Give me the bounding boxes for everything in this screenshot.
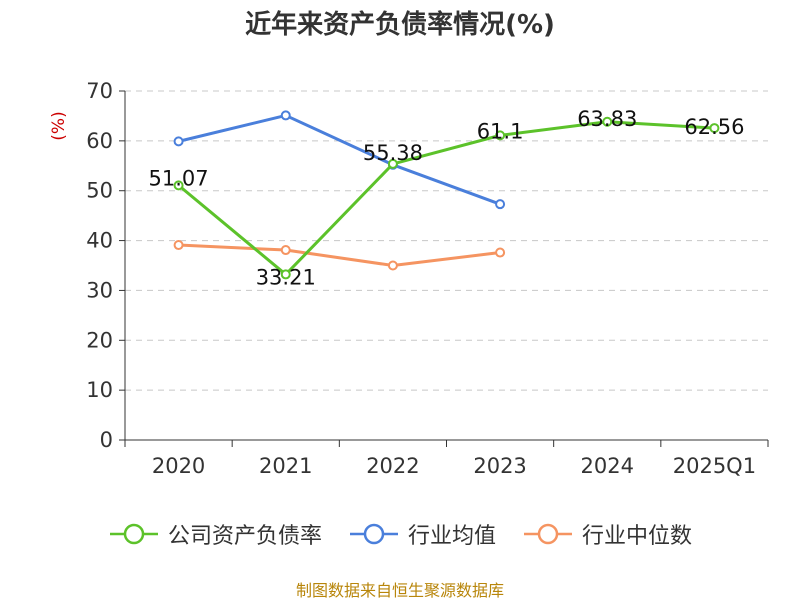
legend-label: 行业中位数	[582, 524, 693, 549]
data-point	[173, 240, 184, 251]
y-tick-label: 40	[86, 229, 113, 253]
data-label: 62.56	[684, 115, 744, 139]
y-axis-unit: (%)	[49, 111, 69, 140]
data-point	[173, 136, 184, 147]
data-point	[173, 180, 184, 191]
data-point	[495, 247, 506, 258]
x-tick-label: 2024	[581, 454, 634, 478]
x-tick-label: 2023	[473, 454, 526, 478]
data-point	[709, 123, 720, 134]
legend-swatch	[109, 523, 158, 545]
y-tick-label: 60	[86, 129, 113, 153]
data-point	[602, 116, 613, 127]
data-point	[387, 158, 398, 169]
x-tick-label: 2020	[152, 454, 205, 478]
series-line	[177, 120, 715, 276]
data-label: 63.83	[577, 107, 637, 131]
data-point	[495, 130, 506, 141]
y-tick-label: 10	[86, 378, 113, 402]
data-point	[280, 245, 291, 256]
data-point	[495, 199, 506, 210]
legend-swatch	[349, 523, 398, 545]
data-point	[280, 110, 291, 121]
x-tick-label: 2025Q1	[673, 454, 756, 478]
legend-item[interactable]: 公司资产负债率	[108, 518, 322, 550]
y-tick-label: 30	[86, 278, 113, 302]
data-label: 33.21	[256, 265, 316, 289]
legend-label: 行业均值	[407, 524, 496, 549]
legend-item[interactable]: 行业均值	[348, 518, 496, 550]
chart-title: 近年来资产负债率情况(%)	[245, 10, 555, 40]
data-label: 51.07	[149, 166, 209, 190]
legend-label: 公司资产负债率	[167, 524, 322, 549]
data-point	[280, 269, 291, 280]
data-point	[387, 260, 398, 271]
legend-item[interactable]: 行业中位数	[522, 518, 692, 550]
series-line	[178, 243, 501, 267]
legend-marker	[123, 523, 145, 545]
line-chart: 0 10 20 30 40 50 60 70 2020 2021 2022 2023 2024 2025Q…	[49, 79, 769, 478]
y-tick-label: 70	[86, 79, 113, 103]
x-tick-label: 2021	[259, 454, 312, 478]
legend-marker	[537, 523, 559, 545]
legend: 公司资产负债率 行业均值 行业中位数	[0, 518, 800, 550]
y-tick-label: 0	[100, 428, 113, 452]
y-tick-label: 50	[86, 179, 113, 203]
legend-marker	[363, 523, 385, 545]
series-line	[178, 113, 501, 206]
x-tick-label: 2022	[366, 454, 419, 478]
data-label: 61.1	[477, 119, 524, 143]
source-note: 制图数据来自恒生聚源数据库	[295, 581, 504, 600]
y-tick-label: 20	[86, 328, 113, 352]
data-label: 55.38	[363, 141, 423, 165]
legend-swatch	[524, 523, 572, 545]
